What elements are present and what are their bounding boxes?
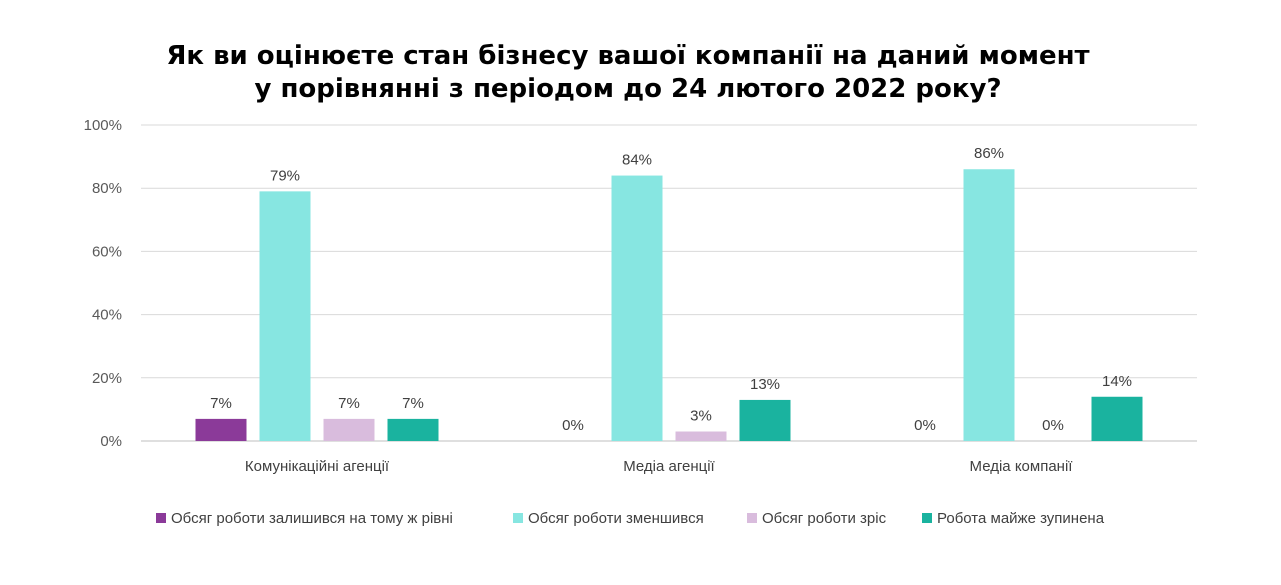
legend-swatch — [513, 513, 523, 523]
y-tick-label: 40% — [92, 307, 122, 324]
data-label: 14% — [1102, 373, 1132, 390]
bar — [387, 418, 439, 441]
bar — [739, 399, 791, 441]
bar — [259, 191, 311, 441]
x-tick-label: Комунікаційні агенції — [245, 458, 390, 475]
legend-swatch — [156, 513, 166, 523]
legend-label: Робота майже зупинена — [937, 510, 1105, 527]
data-label: 0% — [914, 417, 936, 434]
bar — [963, 169, 1015, 442]
data-label: 13% — [750, 376, 780, 393]
bar — [323, 418, 375, 441]
data-label: 7% — [338, 395, 360, 412]
legend-label: Обсяг роботи залишився на тому ж рівні — [171, 510, 453, 527]
bar — [611, 175, 663, 441]
bar — [195, 418, 247, 441]
data-label: 84% — [622, 152, 652, 169]
data-label: 86% — [974, 145, 1004, 162]
chart-title-line-1: Як ви оцінюєте стан бізнесу вашої компан… — [166, 41, 1090, 71]
legend-label: Обсяг роботи зменшився — [528, 510, 704, 527]
y-tick-label: 80% — [92, 180, 122, 197]
legend-swatch — [747, 513, 757, 523]
data-label: 0% — [562, 417, 584, 434]
legend-swatch — [922, 513, 932, 523]
data-label: 79% — [270, 167, 300, 184]
y-tick-label: 20% — [92, 370, 122, 387]
data-label: 0% — [1042, 417, 1064, 434]
legend-label: Обсяг роботи зріс — [762, 510, 887, 527]
chart-title-line-2: у порівнянні з періодом до 24 лютого 202… — [254, 74, 1002, 104]
bar — [675, 431, 727, 441]
data-label: 3% — [690, 408, 712, 425]
y-tick-label: 100% — [84, 117, 122, 134]
y-tick-label: 60% — [92, 243, 122, 260]
x-tick-label: Медіа компанії — [970, 458, 1074, 475]
y-tick-label: 0% — [100, 433, 122, 450]
bar — [1091, 396, 1143, 441]
data-label: 7% — [402, 395, 424, 412]
data-label: 7% — [210, 395, 232, 412]
chart-title: Як ви оцінюєте стан бізнесу вашої компан… — [0, 40, 1256, 106]
x-tick-label: Медіа агенції — [623, 458, 715, 475]
